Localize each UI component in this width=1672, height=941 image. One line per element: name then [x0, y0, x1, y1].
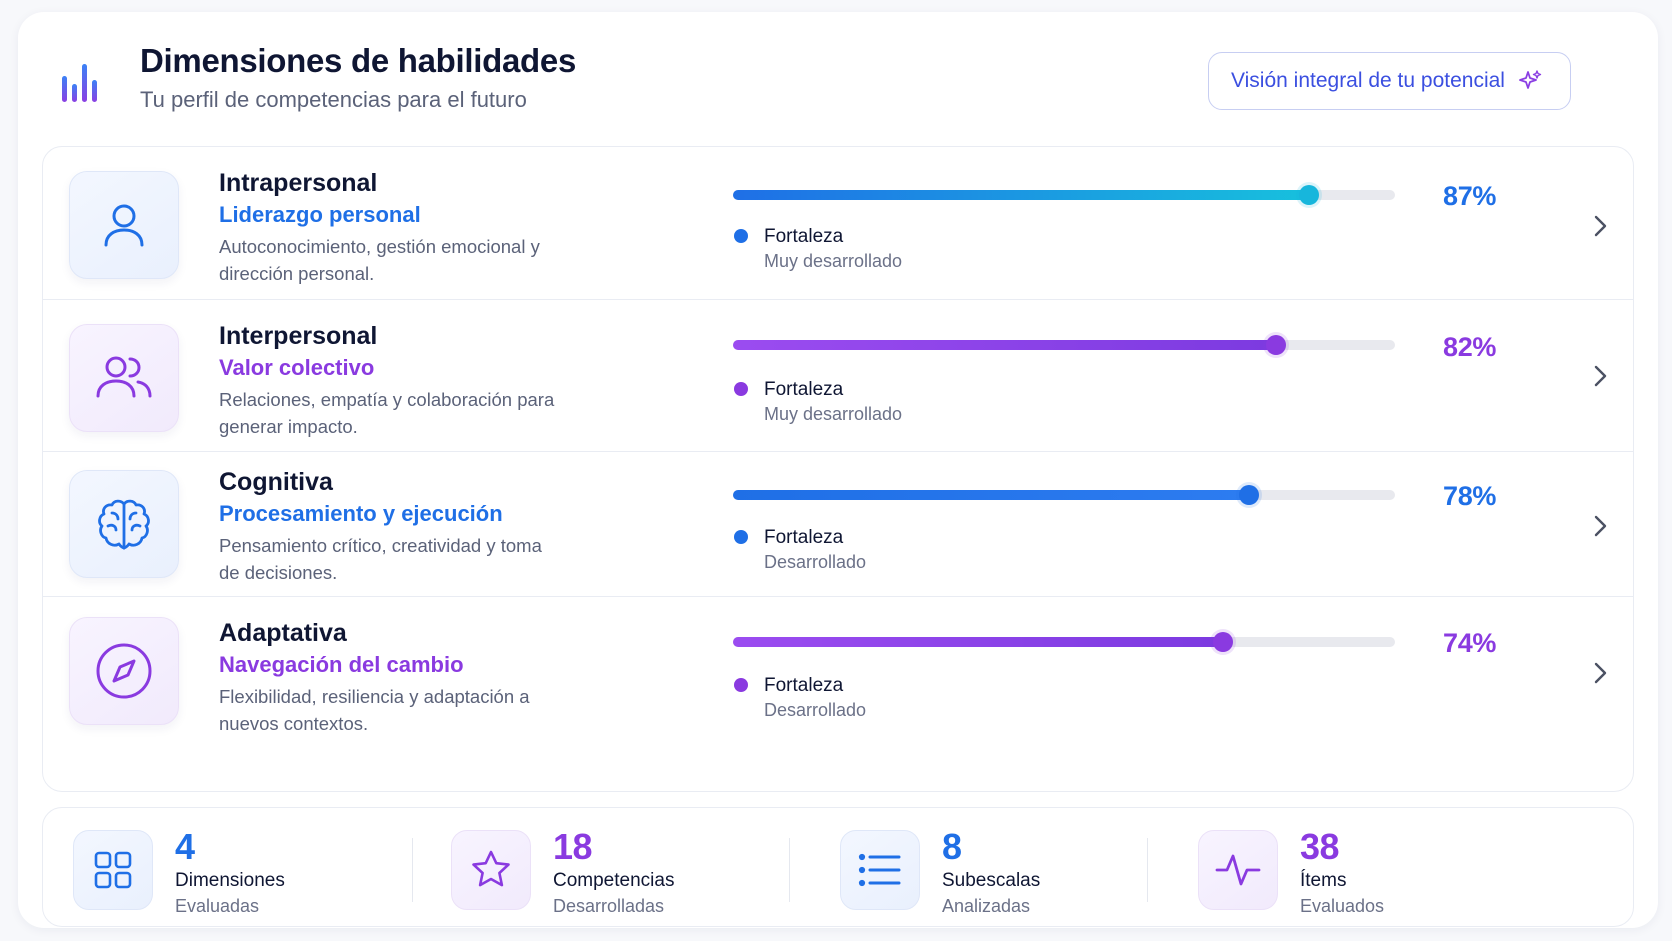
dimension-description: Relaciones, empatía y colaboración para … [219, 389, 555, 437]
summary-stats: 4 Dimensiones Evaluadas 18 Competencias … [42, 807, 1634, 927]
stat-sublabel: Analizadas [942, 896, 1031, 916]
dimension-description: Pensamiento crítico, creatividad y toma … [219, 535, 542, 583]
stat-value: 4 [175, 826, 195, 867]
chevron-right-icon[interactable] [1589, 661, 1611, 685]
stat-sublabel: Evaluadas [175, 896, 260, 916]
progress-knob [1212, 632, 1233, 652]
stat-label: Dimensiones [175, 870, 285, 891]
progress-knob [1239, 485, 1260, 505]
dimension-icon-tile [69, 171, 179, 279]
stat-icon-tile [451, 830, 531, 910]
level-dot [734, 382, 748, 396]
level-dot [734, 530, 748, 544]
list-icon [858, 853, 901, 887]
progress-knob [1265, 335, 1286, 355]
chevron-right-icon[interactable] [1589, 514, 1611, 538]
progress-fill [733, 637, 1223, 647]
stat-divider [1147, 838, 1148, 902]
stat-icon-tile [840, 830, 920, 910]
dimension-row-adaptativa[interactable]: Adaptativa Navegación del cambio Flexibi… [43, 597, 1633, 791]
user-icon [104, 204, 144, 247]
level-label: Fortaleza [764, 675, 844, 696]
dimension-icon-tile [69, 617, 179, 725]
dimension-name: Cognitiva [219, 468, 333, 496]
dimension-tagline: Valor colectivo [219, 355, 375, 380]
activity-icon [1215, 854, 1261, 886]
chevron-right-icon[interactable] [1589, 364, 1611, 388]
dimension-row-intrapersonal[interactable]: Intrapersonal Liderazgo personal Autocon… [43, 147, 1633, 300]
stat-label: Ítems [1300, 870, 1347, 891]
compass-icon [96, 643, 152, 699]
dimension-row-interpersonal[interactable]: Interpersonal Valor colectivo Relaciones… [43, 300, 1633, 452]
page-subtitle: Tu perfil de competencias para el futuro [140, 87, 527, 112]
level-detail: Muy desarrollado [764, 404, 903, 424]
level-detail: Desarrollado [764, 552, 867, 572]
stat-value: 8 [942, 826, 962, 867]
stat-label: Competencias [553, 870, 675, 891]
stat-value: 38 [1300, 826, 1340, 867]
dimension-row-cognitiva[interactable]: Cognitiva Procesamiento y ejecución Pens… [43, 452, 1633, 597]
percent-value: 87% [1443, 181, 1497, 211]
dimension-tagline: Navegación del cambio [219, 652, 464, 677]
dimension-icon-tile [69, 324, 179, 432]
percent-value: 78% [1443, 481, 1497, 511]
level-detail: Desarrollado [764, 700, 867, 720]
level-detail: Muy desarrollado [764, 251, 903, 271]
users-icon [96, 356, 152, 398]
stat-value: 18 [553, 826, 593, 867]
sparkle-icon [1519, 70, 1542, 89]
skills-dimensions-card: Dimensiones de habilidades Tu perfil de … [18, 12, 1658, 928]
progress-bar [733, 185, 1395, 205]
stat-divider [412, 838, 413, 902]
holistic-view-label: Visión integral de tu potencial [1231, 69, 1505, 92]
dimension-tagline: Procesamiento y ejecución [219, 501, 503, 526]
grid-icon [94, 851, 132, 889]
level-label: Fortaleza [764, 527, 844, 548]
progress-knob [1298, 185, 1319, 205]
progress-fill [733, 490, 1250, 500]
percent-value: 82% [1443, 332, 1497, 362]
holistic-view-button[interactable]: Visión integral de tu potencial [1208, 52, 1571, 110]
progress-bar [733, 485, 1395, 505]
percent-value: 74% [1443, 628, 1497, 658]
level-label: Fortaleza [764, 226, 844, 247]
brain-icon [98, 499, 150, 550]
star-icon [472, 850, 510, 887]
progress-fill [733, 190, 1309, 200]
stat-sublabel: Desarrolladas [553, 896, 665, 916]
stat-icon-tile [73, 830, 153, 910]
chevron-right-icon[interactable] [1589, 214, 1611, 238]
stat-icon-tile [1198, 830, 1278, 910]
stat-divider [789, 838, 790, 902]
level-dot [734, 229, 748, 243]
dimension-tagline: Liderazgo personal [219, 202, 421, 227]
progress-fill [733, 340, 1276, 350]
progress-bar [733, 632, 1395, 652]
page-title: Dimensiones de habilidades [140, 42, 576, 79]
level-dot [734, 678, 748, 692]
dimension-name: Adaptativa [219, 619, 347, 647]
dimension-description: Autoconocimiento, gestión emocional y di… [219, 236, 540, 284]
dimension-icon-tile [69, 470, 179, 578]
progress-bar [733, 335, 1395, 355]
level-label: Fortaleza [764, 379, 844, 400]
stat-sublabel: Evaluados [1300, 896, 1385, 916]
dimension-name: Intrapersonal [219, 169, 378, 197]
dimension-name: Interpersonal [219, 322, 378, 350]
bar-chart-icon [62, 64, 97, 102]
dimension-description: Flexibilidad, resiliencia y adaptación a… [219, 686, 530, 734]
stat-label: Subescalas [942, 870, 1041, 891]
dimensions-list: Intrapersonal Liderazgo personal Autocon… [42, 146, 1634, 792]
